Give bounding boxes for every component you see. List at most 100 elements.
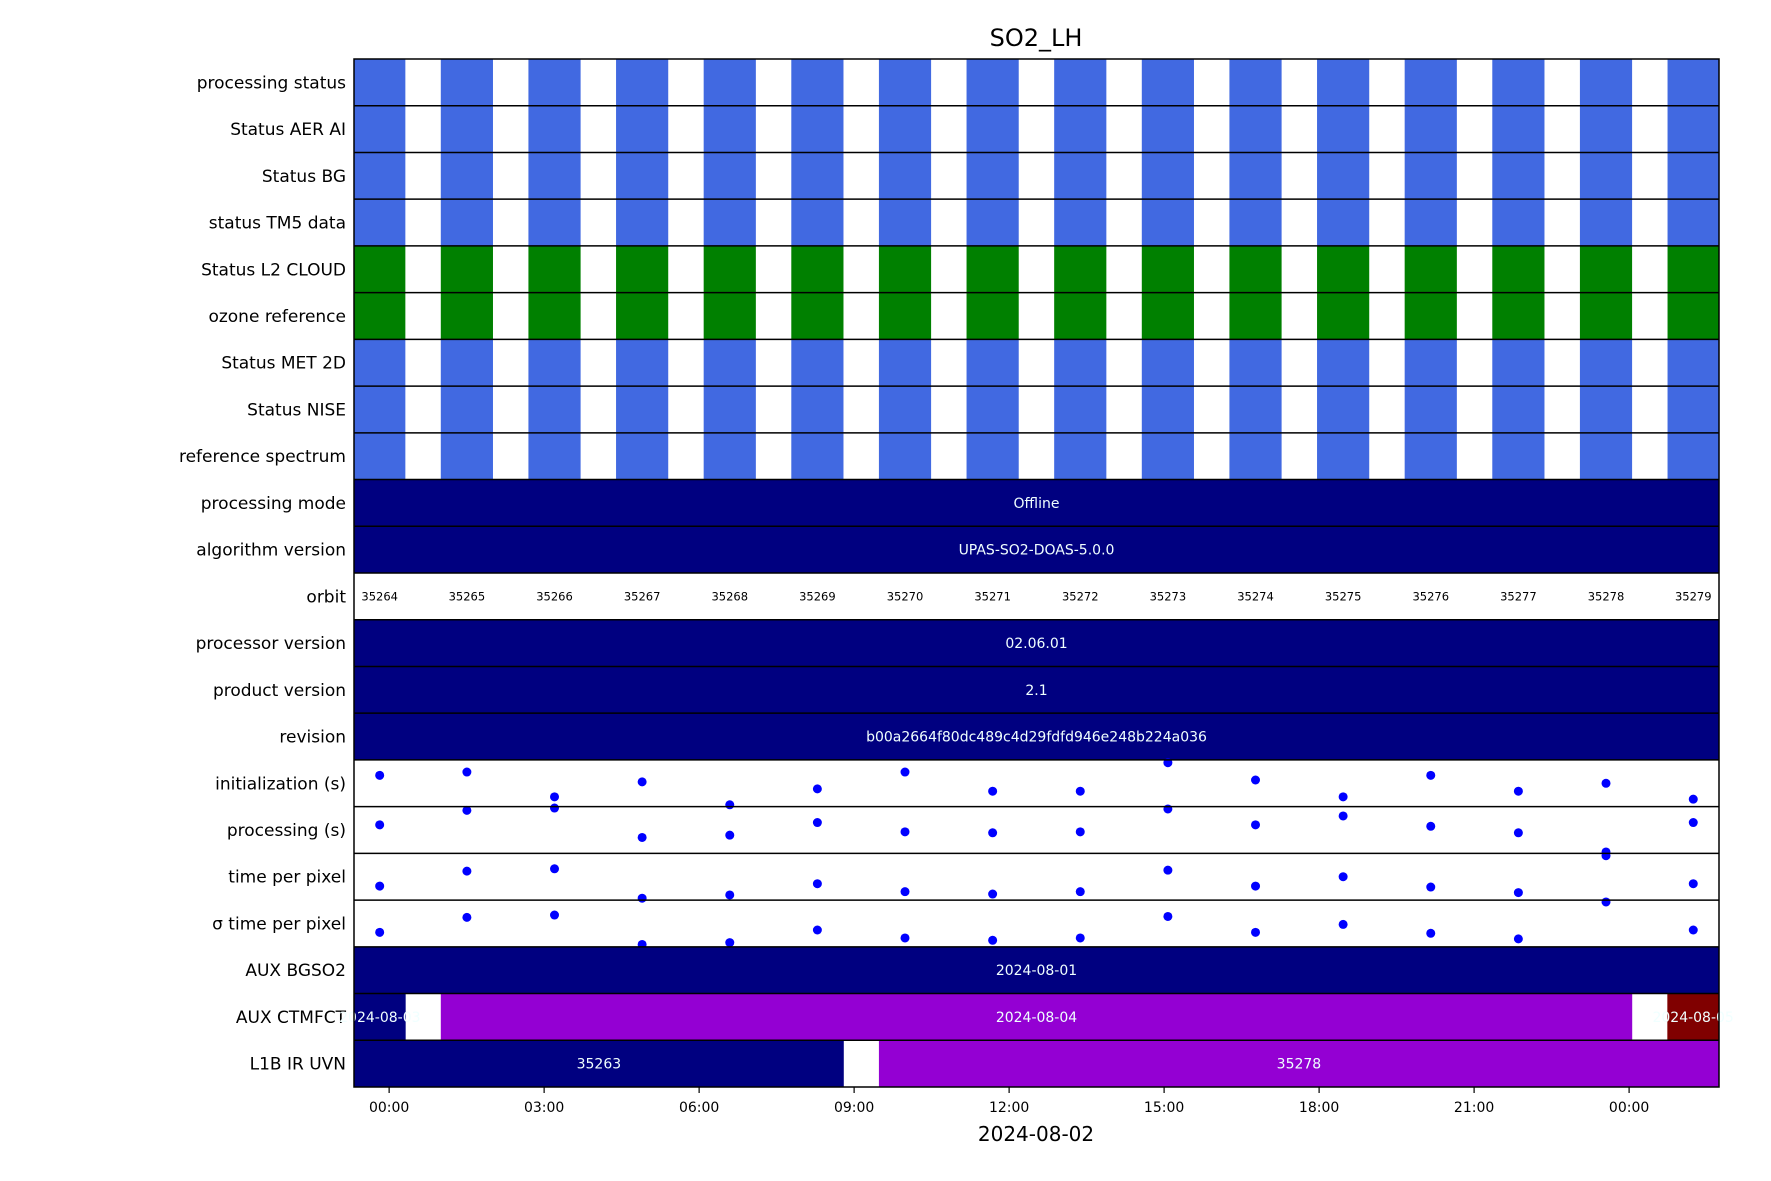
data-point [1075,887,1085,897]
row-label: revision [279,728,346,748]
row-processor-version: processor version 02.06.01 [196,618,1719,667]
status-block-orbit-35275 [1317,105,1370,153]
data-point [1513,934,1523,944]
status-block-orbit-35266 [528,152,581,200]
status-block-orbit-35275 [1317,386,1370,433]
row-label: reference spectrum [179,447,346,467]
row-status-aer-ai: Status AER AI [230,104,1719,153]
data-point [725,938,735,948]
status-block-orbit-35269 [791,152,844,200]
status-block-orbit-35272 [1054,105,1107,153]
orbit-number-label: 35268 [711,589,748,603]
data-point [812,784,822,794]
x-tick-label: 00:00 [1609,1100,1649,1116]
row-label: Status BG [262,167,346,187]
orbit-number-label: 35265 [449,589,486,603]
orbit-number-label: 35276 [1412,589,1449,603]
data-point [637,893,647,903]
status-block-orbit-35269 [791,105,844,153]
segment-block [354,526,1719,573]
status-block-orbit-35269 [791,245,844,293]
status-block-orbit-35272 [1054,432,1107,480]
status-block-orbit-35265 [440,292,493,340]
status-block-orbit-35271 [966,199,1019,246]
data-point [1426,770,1436,780]
status-block-orbit-35277 [1492,432,1545,480]
data-point [1601,851,1611,861]
row-label: time per pixel [228,868,346,888]
data-point [900,933,910,943]
status-block-orbit-35270 [878,152,932,200]
data-point [988,935,998,945]
status-block-orbit-35269 [791,432,844,480]
data-point [1601,778,1611,788]
data-point [637,832,647,842]
status-block-orbit-35276 [1404,152,1457,200]
status-block-orbit-35270 [878,339,932,387]
data-point [1338,919,1348,929]
status-block-orbit-35268 [703,199,756,246]
data-point [1163,911,1173,921]
row-product-version: product version 2.1 [213,665,1719,714]
status-block-orbit-35273 [1141,152,1194,200]
data-point [1251,927,1261,937]
data-point [637,777,647,787]
status-block-orbit-35279 [1667,386,1719,433]
status-block-orbit-35277 [1492,245,1545,293]
row-label: processor version [196,634,346,654]
segment-block [1667,993,1719,1041]
segment-label: 2024-08-05 [1652,1010,1733,1026]
status-block-orbit-35278 [1579,199,1633,246]
status-block-orbit-35267 [616,339,669,387]
status-block-orbit-35264 [354,386,406,433]
orbit-number-label: 35271 [974,589,1011,603]
status-block-orbit-35273 [1141,105,1194,153]
row--time-per-pixel: σ time per pixel [212,897,1719,949]
status-block-orbit-35278 [1579,432,1633,480]
status-block-orbit-35279 [1667,339,1719,387]
status-block-orbit-35277 [1492,105,1545,153]
status-block-orbit-35271 [966,59,1019,106]
data-point [1163,865,1173,875]
status-block-orbit-35271 [966,292,1019,340]
row-content [354,152,1719,200]
status-block-orbit-35274 [1229,432,1282,480]
status-block-orbit-35268 [703,59,756,106]
status-block-orbit-35279 [1667,59,1719,106]
data-point [812,925,822,935]
status-block-orbit-35267 [616,386,669,433]
data-point [988,828,998,838]
status-block-orbit-35267 [616,245,669,293]
row-ozone-reference: ozone reference [208,291,1719,340]
data-point [462,866,472,876]
status-block-orbit-35265 [440,339,493,387]
row-algorithm-version: algorithm version UPAS-SO2-DOAS-5.0.0 [196,525,1719,573]
status-block-orbit-35276 [1404,339,1457,387]
row-status-met-2d: Status MET 2D [221,338,1719,387]
row-label: processing mode [201,494,346,514]
orbit-number-label: 35274 [1237,589,1274,603]
x-axis: 00:00 03:00 06:00 09:00 12:00 15:00 18:00 21:00… [369,1087,1649,1116]
data-point [900,887,910,897]
status-block-orbit-35278 [1579,152,1633,200]
status-block-orbit-35267 [616,105,669,153]
status-block-orbit-35271 [966,432,1019,480]
segment-block [354,1040,844,1087]
row-content [354,946,1719,994]
status-block-orbit-35277 [1492,199,1545,246]
status-block-orbit-35268 [703,245,756,293]
status-block-orbit-35277 [1492,386,1545,433]
orbit-number-label: 35279 [1675,589,1712,603]
row-status-bg: Status BG [262,151,1719,200]
row-content [354,199,1719,246]
row-content [354,993,1719,1041]
data-point [550,864,560,874]
status-block-orbit-35279 [1667,292,1719,340]
segment-block [354,619,1719,667]
status-block-orbit-35279 [1667,245,1719,293]
status-block-orbit-35274 [1229,105,1282,153]
status-block-orbit-35270 [878,59,932,106]
row-content [354,619,1719,667]
row-content [354,59,1719,106]
row-label: status TM5 data [209,214,346,234]
